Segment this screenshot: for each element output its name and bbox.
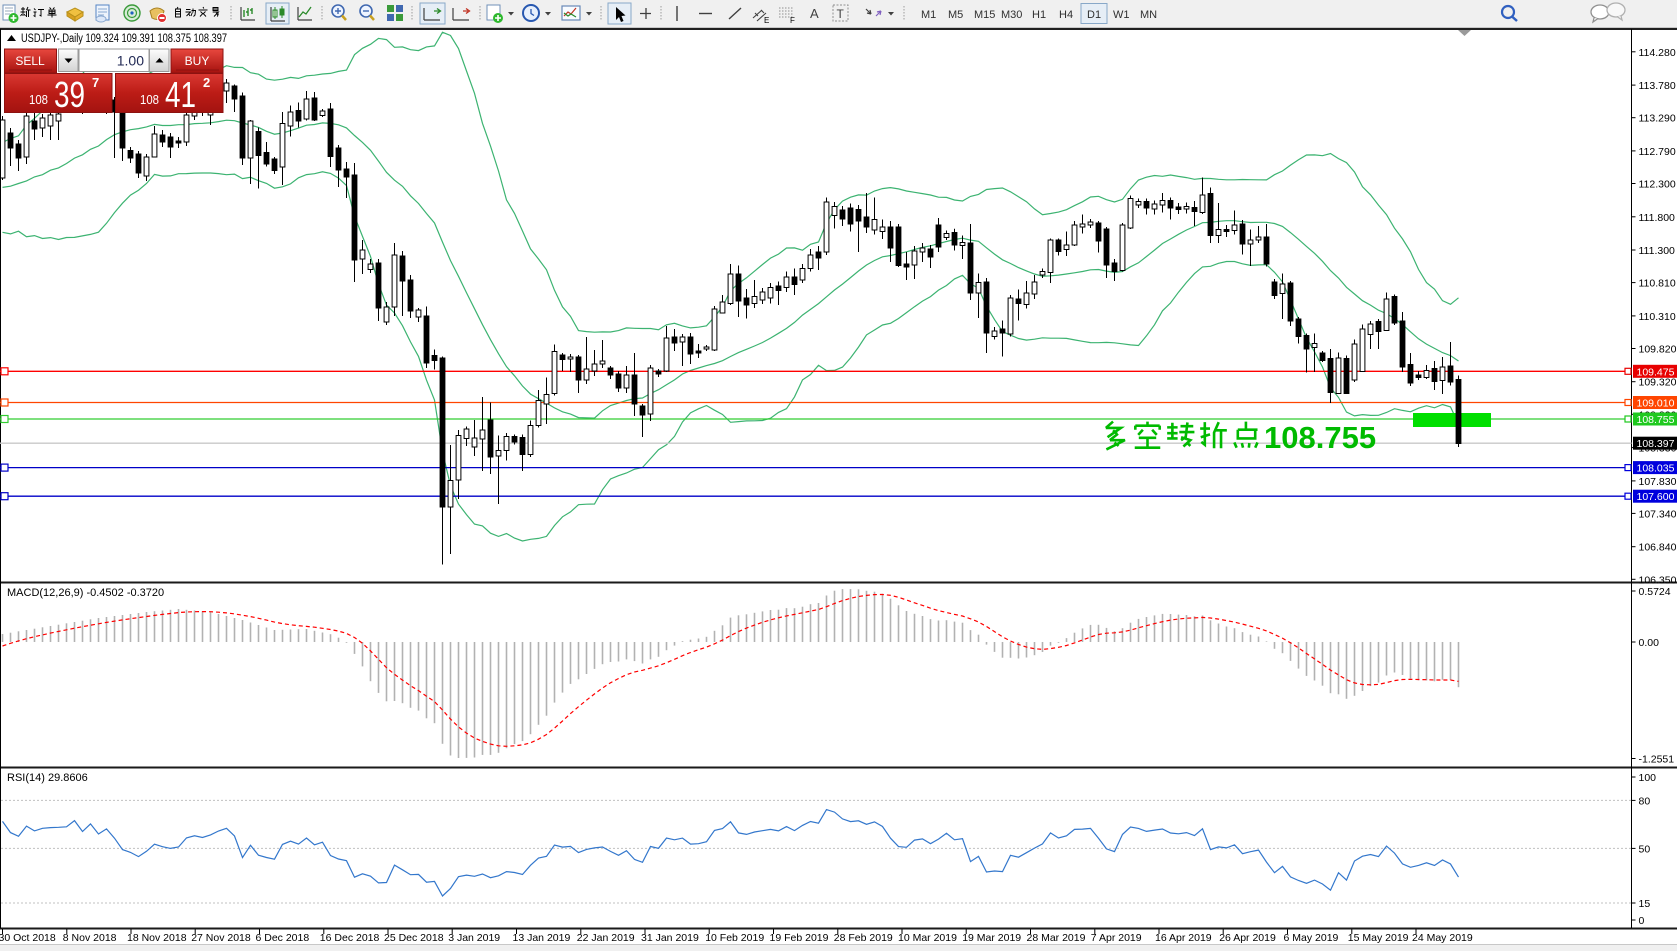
svg-text:A: A <box>810 6 819 21</box>
svg-text:107.830: 107.830 <box>1639 476 1677 488</box>
svg-text:111.300: 111.300 <box>1639 245 1676 257</box>
svg-text:M15: M15 <box>974 9 995 21</box>
svg-text:50: 50 <box>1639 843 1651 855</box>
svg-text:25 Dec 2018: 25 Dec 2018 <box>384 932 444 944</box>
svg-text:7 Apr 2019: 7 Apr 2019 <box>1091 932 1142 944</box>
svg-text:113.290: 113.290 <box>1639 113 1676 125</box>
svg-text:F: F <box>790 16 795 25</box>
svg-text:107.340: 107.340 <box>1639 508 1677 520</box>
svg-text:108.755: 108.755 <box>1264 420 1376 455</box>
svg-text:0: 0 <box>1639 915 1645 927</box>
svg-text:100: 100 <box>1639 772 1657 784</box>
svg-text:30 Oct 2018: 30 Oct 2018 <box>0 932 56 944</box>
svg-text:27 Nov 2018: 27 Nov 2018 <box>191 932 251 944</box>
svg-text:41: 41 <box>165 74 196 115</box>
svg-text:16 Dec 2018: 16 Dec 2018 <box>320 932 380 944</box>
svg-text:16 Apr 2019: 16 Apr 2019 <box>1155 932 1212 944</box>
svg-text:107.600: 107.600 <box>1637 491 1675 503</box>
svg-text:W1: W1 <box>1113 9 1130 21</box>
svg-text:M5: M5 <box>948 9 963 21</box>
svg-text:114.280: 114.280 <box>1639 47 1676 59</box>
svg-text:112.300: 112.300 <box>1639 179 1676 191</box>
svg-text:15 May 2019: 15 May 2019 <box>1348 932 1409 944</box>
svg-text:18 Nov 2018: 18 Nov 2018 <box>127 932 187 944</box>
svg-text:112.790: 112.790 <box>1639 146 1676 158</box>
svg-text:D1: D1 <box>1087 9 1101 21</box>
svg-text:113.780: 113.780 <box>1639 80 1676 92</box>
svg-text:RSI(14) 29.8606: RSI(14) 29.8606 <box>7 772 88 784</box>
svg-text:10 Mar 2019: 10 Mar 2019 <box>898 932 957 944</box>
svg-text:E: E <box>764 16 769 25</box>
svg-text:39: 39 <box>54 74 85 115</box>
svg-text:USDJPY-,Daily 109.324 109.391: USDJPY-,Daily 109.324 109.391 108.375 10… <box>21 33 227 45</box>
svg-text:106.350: 106.350 <box>1639 574 1677 586</box>
svg-text:MACD(12,26,9) -0.4502 -0.3720: MACD(12,26,9) -0.4502 -0.3720 <box>7 587 164 599</box>
svg-text:109.475: 109.475 <box>1637 366 1675 378</box>
svg-text:108.755: 108.755 <box>1637 414 1675 426</box>
svg-text:10 Feb 2019: 10 Feb 2019 <box>705 932 764 944</box>
svg-text:109.320: 109.320 <box>1639 377 1677 389</box>
svg-text:-1.2551: -1.2551 <box>1639 754 1675 766</box>
svg-text:109.820: 109.820 <box>1639 344 1677 356</box>
svg-text:0.5724: 0.5724 <box>1639 586 1671 598</box>
svg-text:3 Jan 2019: 3 Jan 2019 <box>448 932 500 944</box>
svg-text:19 Mar 2019: 19 Mar 2019 <box>962 932 1021 944</box>
svg-text:80: 80 <box>1639 795 1651 807</box>
svg-text:13 Jan 2019: 13 Jan 2019 <box>513 932 571 944</box>
svg-text:M30: M30 <box>1001 9 1022 21</box>
svg-text:26 Apr 2019: 26 Apr 2019 <box>1219 932 1276 944</box>
svg-text:110.810: 110.810 <box>1639 278 1676 290</box>
svg-text:SELL: SELL <box>15 54 45 68</box>
svg-text:111.800: 111.800 <box>1639 212 1676 224</box>
svg-text:BUY: BUY <box>185 54 210 68</box>
svg-text:0.00: 0.00 <box>1639 637 1660 649</box>
svg-text:8 Nov 2018: 8 Nov 2018 <box>63 932 117 944</box>
svg-text:19 Feb 2019: 19 Feb 2019 <box>770 932 829 944</box>
svg-text:108.035: 108.035 <box>1637 463 1675 475</box>
svg-text:H1: H1 <box>1032 9 1046 21</box>
svg-text:H4: H4 <box>1059 9 1073 21</box>
svg-text:MN: MN <box>1140 9 1157 21</box>
svg-text:T: T <box>837 7 845 21</box>
svg-text:31 Jan 2019: 31 Jan 2019 <box>641 932 699 944</box>
svg-text:28 Feb 2019: 28 Feb 2019 <box>834 932 893 944</box>
svg-text:109.010: 109.010 <box>1637 398 1675 410</box>
svg-text:1.00: 1.00 <box>117 53 144 69</box>
svg-text:6 Dec 2018: 6 Dec 2018 <box>256 932 310 944</box>
svg-text:7: 7 <box>92 75 99 90</box>
svg-text:6 May 2019: 6 May 2019 <box>1284 932 1339 944</box>
svg-text:28 Mar 2019: 28 Mar 2019 <box>1027 932 1086 944</box>
svg-text:M1: M1 <box>921 9 936 21</box>
svg-text:2: 2 <box>203 75 210 90</box>
svg-text:24 May 2019: 24 May 2019 <box>1412 932 1473 944</box>
svg-text:15: 15 <box>1639 898 1651 910</box>
svg-text:106.840: 106.840 <box>1639 542 1677 554</box>
svg-text:108.397: 108.397 <box>1637 438 1675 450</box>
svg-text:108: 108 <box>29 92 48 107</box>
svg-text:110.310: 110.310 <box>1639 311 1676 323</box>
svg-text:22 Jan 2019: 22 Jan 2019 <box>577 932 635 944</box>
svg-text:108: 108 <box>140 92 159 107</box>
